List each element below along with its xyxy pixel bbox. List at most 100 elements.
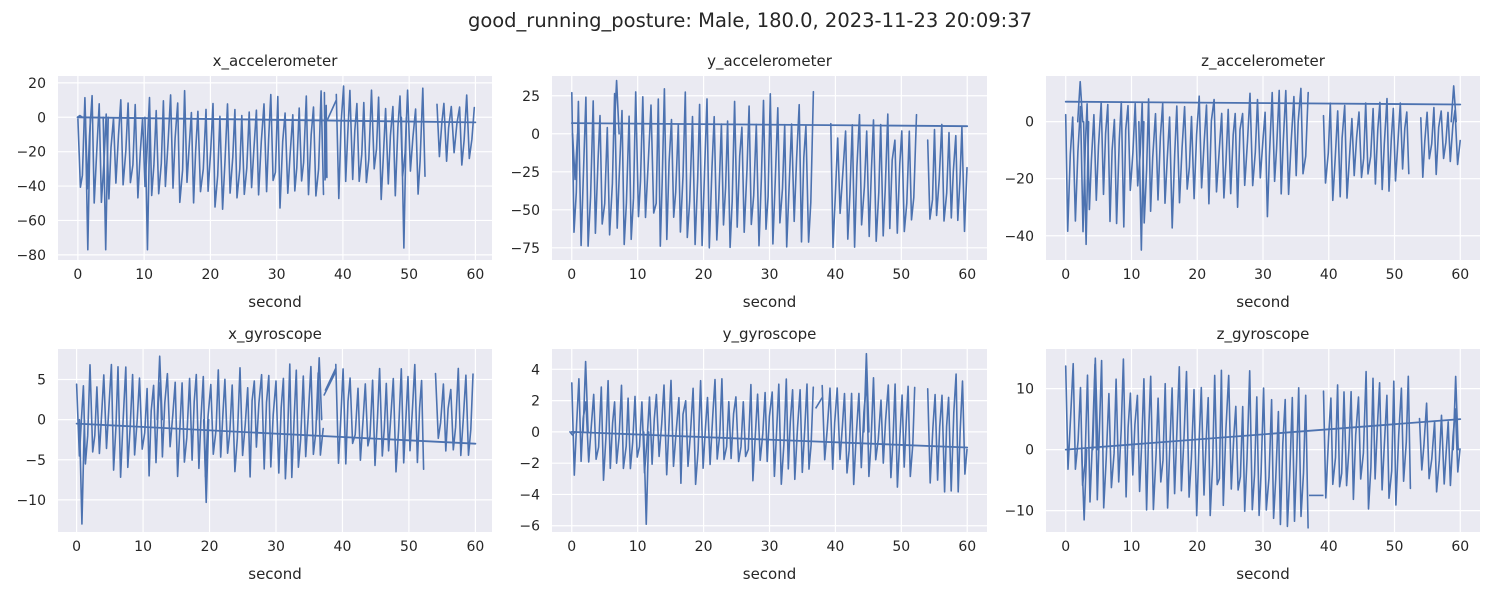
x-axis-label: second xyxy=(743,565,797,583)
x-tick-label: 10 xyxy=(134,539,152,555)
x-axis-label: second xyxy=(248,565,302,583)
y-tick-label: 0 xyxy=(37,413,46,429)
series-gap-connector xyxy=(323,371,337,396)
x-tick-label: 0 xyxy=(1061,539,1070,555)
y-tick-label: 20 xyxy=(28,76,46,92)
series-gap-connector xyxy=(324,367,337,392)
series-spike xyxy=(202,418,210,504)
x-tick-label: 60 xyxy=(1451,539,1469,555)
subplot-title: y_accelerometer xyxy=(707,52,833,71)
x-tick-label: 20 xyxy=(201,539,219,555)
y-tick-label: 0 xyxy=(531,127,540,143)
x-tick-label: 50 xyxy=(892,267,910,283)
series-spike xyxy=(1080,448,1088,521)
x-tick-label: 50 xyxy=(400,267,418,283)
x-tick-label: 10 xyxy=(629,539,647,555)
y-tick-label: 0 xyxy=(1025,443,1034,459)
subplot-title: z_gyroscope xyxy=(1217,325,1310,344)
subplot-title: z_accelerometer xyxy=(1201,52,1326,71)
x-tick-label: 20 xyxy=(1188,539,1206,555)
series-spike xyxy=(1092,357,1099,451)
y-tick-label: 10 xyxy=(1016,382,1034,398)
series-spike xyxy=(1138,120,1145,251)
series-line xyxy=(570,88,815,249)
series-spike xyxy=(84,116,92,251)
x-axis-label: second xyxy=(743,293,797,311)
y-tick-label: 0 xyxy=(1025,115,1034,131)
series-spike xyxy=(571,132,579,181)
x-axis-label: second xyxy=(1236,293,1290,311)
x-tick-label: 40 xyxy=(334,539,352,555)
series-line xyxy=(323,91,328,181)
series-trend-line xyxy=(77,116,477,124)
subplot-z_accelerometer: 0 10 20 30 40 50 60 −40 −20 0 z_accelerometersecon… xyxy=(1004,52,1480,311)
series-line xyxy=(926,123,968,233)
series-spike xyxy=(1076,80,1084,123)
y-tick-label: 5 xyxy=(37,373,46,389)
subplot-title: y_gyroscope xyxy=(723,325,817,344)
y-tick-label: −10 xyxy=(1004,504,1034,520)
x-axis-label: second xyxy=(248,293,302,311)
x-tick-label: 50 xyxy=(1386,267,1404,283)
series-line xyxy=(570,377,815,486)
series-trend-line xyxy=(570,430,969,449)
series-spike xyxy=(102,116,110,251)
series-line xyxy=(1322,97,1410,202)
series-spike xyxy=(569,431,576,436)
y-tick-label: −20 xyxy=(1004,172,1034,188)
series-line xyxy=(1064,358,1309,529)
series-spike xyxy=(76,114,84,119)
x-tick-label: 40 xyxy=(1320,267,1338,283)
y-tick-label: 0 xyxy=(531,425,540,441)
subplot-x_accelerometer: 0 10 20 30 40 50 60 −80 −60 −40 −20 0 20 x_accelerome… xyxy=(16,52,492,311)
x-tick-label: 10 xyxy=(1123,539,1141,555)
x-tick-label: 30 xyxy=(268,267,286,283)
x-tick-label: 20 xyxy=(201,267,219,283)
y-tick-label: −75 xyxy=(510,241,540,257)
x-tick-label: 30 xyxy=(267,539,285,555)
series-spike xyxy=(156,355,163,421)
series-trend-line xyxy=(570,122,969,128)
y-tick-label: −2 xyxy=(519,456,540,472)
y-tick-label: −10 xyxy=(16,493,46,509)
x-tick-label: 50 xyxy=(400,539,418,555)
subplot-y_accelerometer: 0 10 20 30 40 50 60 −75 −50 −25 0 25 y_accelerometer… xyxy=(510,52,987,311)
x-tick-label: 60 xyxy=(1451,267,1469,283)
series-line xyxy=(829,113,918,249)
series-trend-line xyxy=(1064,100,1462,106)
x-tick-label: 60 xyxy=(466,539,484,555)
x-tick-label: 60 xyxy=(958,267,976,283)
x-tick-label: 40 xyxy=(826,539,844,555)
x-tick-label: 60 xyxy=(958,539,976,555)
series-line xyxy=(334,363,425,473)
x-tick-label: 20 xyxy=(1188,267,1206,283)
x-tick-label: 40 xyxy=(334,267,352,283)
y-tick-label: 2 xyxy=(531,394,540,410)
y-tick-label: 0 xyxy=(37,110,46,126)
series-gap-connector xyxy=(814,397,823,409)
series-line xyxy=(436,94,476,166)
x-tick-label: 50 xyxy=(1386,539,1404,555)
y-tick-label: −20 xyxy=(16,145,46,161)
y-tick-label: −4 xyxy=(519,487,540,503)
x-tick-label: 20 xyxy=(695,267,713,283)
series-spike xyxy=(144,116,151,251)
series-gap-connector xyxy=(326,99,338,122)
x-tick-label: 0 xyxy=(73,267,82,283)
y-tick-label: −5 xyxy=(25,453,46,469)
y-tick-label: −25 xyxy=(510,165,540,181)
x-tick-label: 10 xyxy=(629,267,647,283)
x-tick-label: 30 xyxy=(1254,267,1272,283)
series-spike xyxy=(1452,375,1459,451)
x-tick-label: 0 xyxy=(72,539,81,555)
series-spike xyxy=(642,431,650,525)
series-trend-line xyxy=(1064,418,1462,451)
x-tick-label: 50 xyxy=(892,539,910,555)
x-tick-label: 10 xyxy=(135,267,153,283)
y-tick-label: −40 xyxy=(16,179,46,195)
series-line xyxy=(335,85,426,201)
